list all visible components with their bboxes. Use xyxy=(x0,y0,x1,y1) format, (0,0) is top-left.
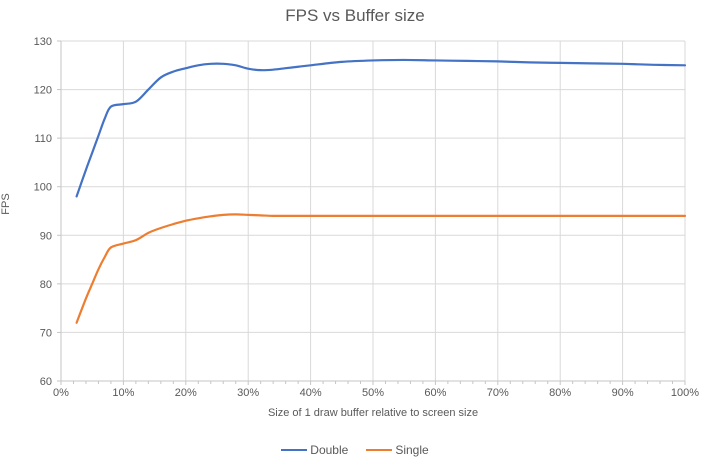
y-tick-label: 110 xyxy=(34,133,52,145)
chart-title: FPS vs Buffer size xyxy=(285,6,425,25)
legend-swatch-single xyxy=(366,449,393,451)
legend: Double Single xyxy=(0,443,710,457)
legend-item-single: Single xyxy=(366,443,429,457)
x-tick-label: 0% xyxy=(53,387,69,399)
legend-item-double: Double xyxy=(281,443,348,457)
legend-label-single: Single xyxy=(395,443,429,457)
x-tick-label: 100% xyxy=(671,387,699,399)
x-tick-label: 30% xyxy=(237,387,259,399)
x-tick-label: 70% xyxy=(487,387,509,399)
x-tick-label: 10% xyxy=(112,387,134,399)
x-tick-label: 40% xyxy=(300,387,322,399)
legend-label-double: Double xyxy=(310,443,349,457)
y-tick-label: 100 xyxy=(34,182,52,194)
x-tick-label: 90% xyxy=(612,387,634,399)
series-line-double xyxy=(75,58,687,198)
y-tick-label: 120 xyxy=(34,85,52,97)
series-line-single xyxy=(75,213,687,324)
x-tick-label: 80% xyxy=(549,387,571,399)
x-axis-title: Size of 1 draw buffer relative to screen… xyxy=(267,407,479,419)
y-tick-label: 130 xyxy=(34,36,52,48)
y-tick-label: 80 xyxy=(40,279,52,291)
y-tick-label: 70 xyxy=(40,327,52,339)
x-tick-label: 60% xyxy=(424,387,446,399)
y-tick-label: 60 xyxy=(40,376,52,388)
legend-swatch-double xyxy=(281,449,308,451)
x-tick-label: 20% xyxy=(175,387,197,399)
y-tick-label: 90 xyxy=(40,230,52,242)
x-tick-label: 50% xyxy=(362,387,384,399)
